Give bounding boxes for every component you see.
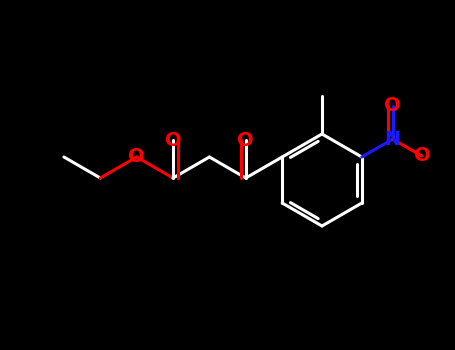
Text: O: O	[238, 131, 254, 150]
Text: O: O	[384, 96, 401, 115]
Text: O: O	[414, 146, 430, 166]
Text: O: O	[165, 131, 182, 150]
Text: O: O	[128, 147, 145, 167]
Text: N: N	[384, 130, 401, 149]
